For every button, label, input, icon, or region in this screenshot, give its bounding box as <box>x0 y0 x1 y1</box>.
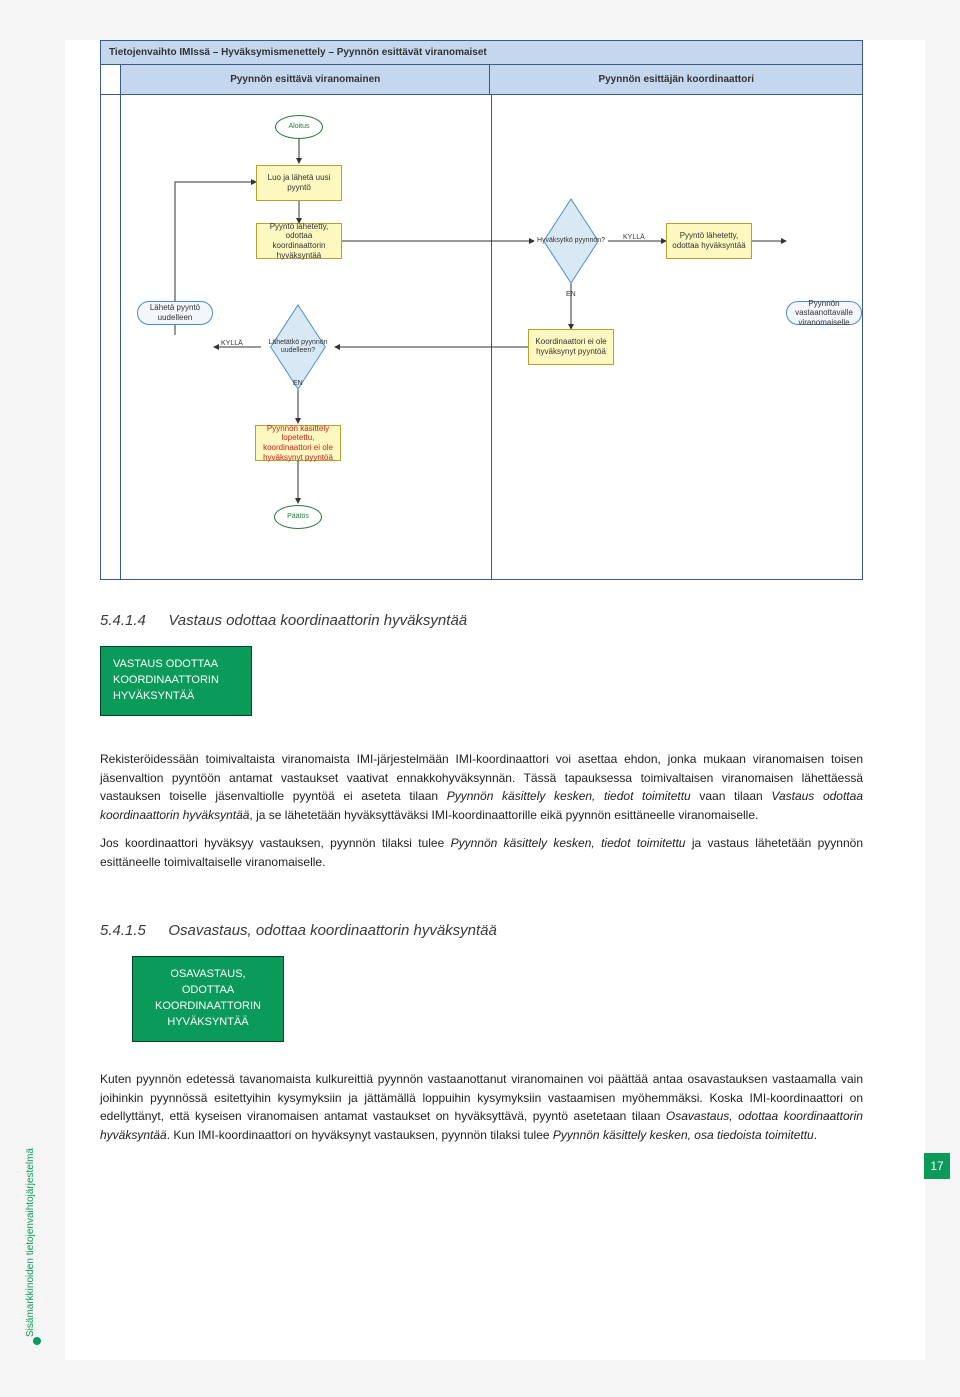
section-5415-heading: 5.4.1.5 Osavastaus, odottaa koordinaatto… <box>100 922 497 940</box>
node-resend-question: Lähetätkö pyynnön uudelleen? <box>261 325 335 369</box>
node-closed: Pyynnön käsittely lopetettu, koordinaatt… <box>255 425 341 461</box>
section-5414-heading: 5.4.1.4 Vastaus odottaa koordinaattorin … <box>100 612 467 630</box>
node-sent-wait-approval: Pyyntö lähetetty, odottaa hyväksyntää <box>666 223 752 259</box>
p-5414-2: Jos koordinaattori hyväksyy vastauksen, … <box>100 834 863 871</box>
p2em: Pyynnön käsittely kesken, tiedot toimite… <box>451 836 686 850</box>
node-end: Päätös <box>274 505 322 529</box>
label-yes-2: KYLLÄ <box>221 340 243 347</box>
status-box-5414: VASTAUS ODOTTAA KOORDINAATTORIN HYVÄKSYN… <box>100 646 252 716</box>
side-vertical-label: Sisämarkkinoiden tietojenvaihtojärjestel… <box>25 1148 36 1337</box>
p-5414-1: Rekisteröidessään toimivaltaista viranom… <box>100 750 863 824</box>
p1em1: Pyynnön käsittely kesken, tiedot toimite… <box>447 789 691 803</box>
p1b: vaan tilaan <box>691 789 772 803</box>
node-to-receiver: Pyynnön vastaanottavalle viranomaiselle <box>786 301 862 325</box>
label-no-1: EN <box>566 291 576 298</box>
label-no-2: EN <box>293 380 303 387</box>
p5415b: . Kun IMI-koordinaattori on hyväksynyt v… <box>167 1128 553 1142</box>
node-not-approved: Koordinaattori ei ole hyväksynyt pyyntöä <box>528 329 614 365</box>
section-5414-body: Rekisteröidessään toimivaltaista viranom… <box>100 750 863 882</box>
flowchart: Tietojenvaihto IMIssä – Hyväksymismenett… <box>100 40 863 580</box>
node-sent-wait-coord: Pyyntö lähetetty, odottaa koordinaattori… <box>256 223 342 259</box>
flowchart-title: Tietojenvaihto IMIssä – Hyväksymismenett… <box>101 41 862 65</box>
node-approve-question: Hyväksytkö pyynnön? <box>534 219 608 263</box>
section-5414-title: Vastaus odottaa koordinaattorin hyväksyn… <box>168 612 467 629</box>
status-box-5415: OSAVASTAUS, ODOTTAA KOORDINAATTORIN HYVÄ… <box>132 956 284 1042</box>
section-5415-num: 5.4.1.5 <box>100 922 146 939</box>
fc-left-strip <box>101 95 121 580</box>
document-page: Tietojenvaihto IMIssä – Hyväksymismenett… <box>65 40 925 1360</box>
label-yes-1: KYLLÄ <box>623 234 645 241</box>
flowchart-arrows <box>101 95 862 580</box>
node-start: Aloitus <box>275 115 323 139</box>
p5415em2: Pyynnön käsittely kesken, osa tiedoista … <box>553 1128 814 1142</box>
section-5415-body: Kuten pyynnön edetessä tavanomaista kulk… <box>100 1070 863 1154</box>
side-dot <box>33 1337 41 1345</box>
node-resend: Lähetä pyyntö uudelleen <box>137 301 213 325</box>
page-number: 17 <box>924 1153 950 1179</box>
fc-divider <box>491 95 492 580</box>
flowchart-body: Aloitus Luo ja lähetä uusi pyyntö Pyyntö… <box>101 95 862 580</box>
p1c: , ja se lähetetään hyväksyttäväksi IMI-k… <box>249 808 758 822</box>
p5415c: . <box>814 1128 817 1142</box>
node-resend-q-label: Lähetätkö pyynnön uudelleen? <box>261 325 335 369</box>
p2a: Jos koordinaattori hyväksyy vastauksen, … <box>100 836 451 850</box>
fc-column-1: Pyynnön esittävä viranomainen <box>121 65 491 94</box>
section-5414-num: 5.4.1.4 <box>100 612 146 629</box>
fc-column-2: Pyynnön esittäjän koordinaattori <box>490 65 862 94</box>
p-5415: Kuten pyynnön edetessä tavanomaista kulk… <box>100 1070 863 1144</box>
node-create: Luo ja lähetä uusi pyyntö <box>256 165 342 201</box>
node-approve-q-label: Hyväksytkö pyynnön? <box>534 219 608 263</box>
fc-spacer <box>101 65 121 94</box>
section-5415-title: Osavastaus, odottaa koordinaattorin hyvä… <box>168 922 497 939</box>
